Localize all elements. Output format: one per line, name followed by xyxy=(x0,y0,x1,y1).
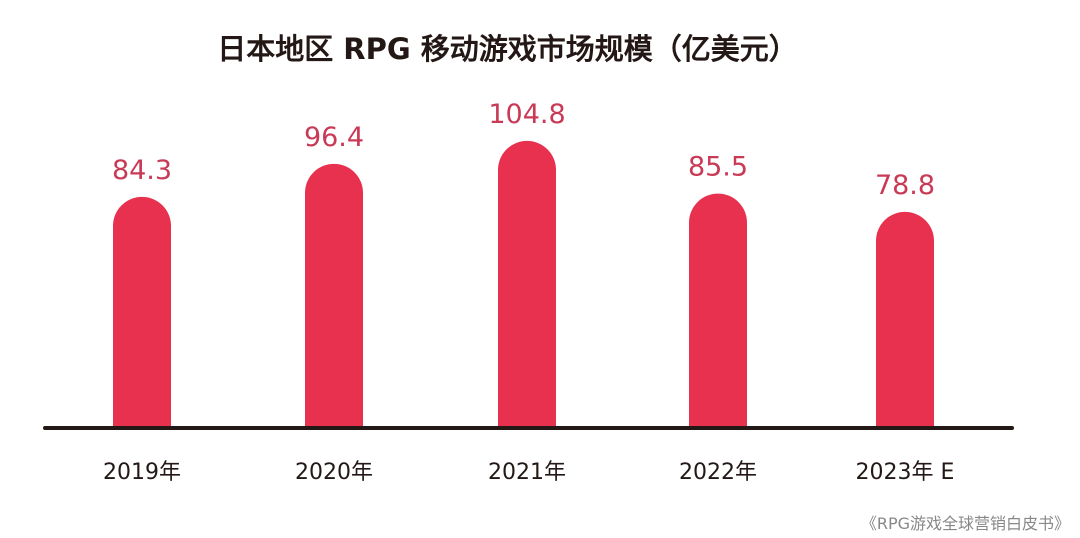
x-tick-label: 2021年 xyxy=(488,460,566,485)
bar xyxy=(113,196,171,427)
source-note: 《RPG游戏全球营销白皮书》 xyxy=(860,514,1070,533)
bar xyxy=(876,211,934,427)
x-tick-label: 2020年 xyxy=(295,460,373,485)
x-tick-label: 2019年 xyxy=(103,460,181,485)
chart-title: 日本地区 RPG 移动游戏市场规模（亿美元） xyxy=(217,32,798,66)
data-label: 104.8 xyxy=(488,99,565,130)
bar xyxy=(689,193,747,427)
x-tick-label: 2023年 E xyxy=(856,460,955,485)
x-tick-label: 2022年 xyxy=(679,460,757,485)
data-label: 85.5 xyxy=(688,152,748,183)
data-label: 96.4 xyxy=(304,122,364,153)
bar xyxy=(305,163,363,427)
data-label: 78.8 xyxy=(875,170,935,201)
bar xyxy=(498,140,556,427)
data-label: 84.3 xyxy=(112,155,172,186)
